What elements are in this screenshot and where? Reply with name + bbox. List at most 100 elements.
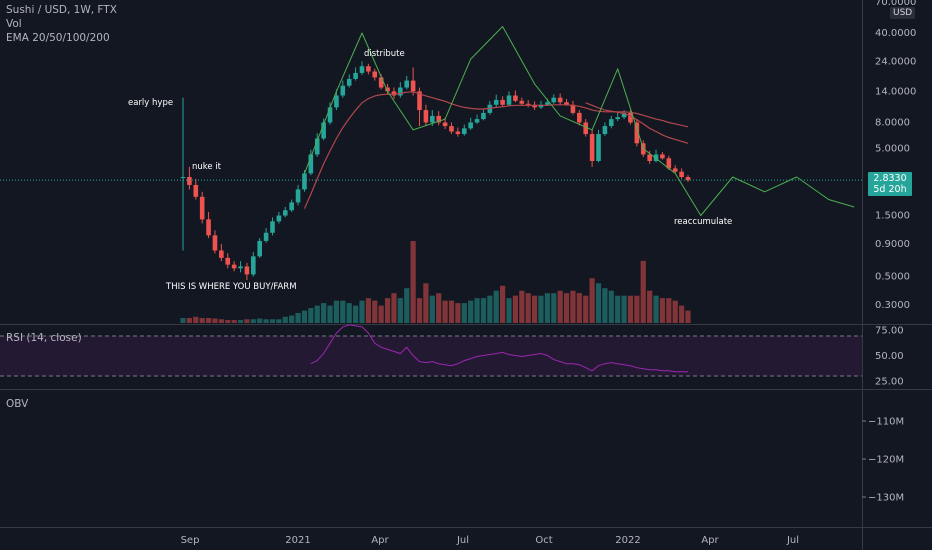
volume-bar [506, 298, 512, 323]
volume-bar [333, 300, 340, 323]
volume-bar [570, 290, 576, 323]
obv-tick-label: −130M [868, 493, 904, 504]
price-tick-label: 5.0000 [875, 144, 910, 155]
candle-body [206, 219, 211, 236]
rsi-line [310, 324, 688, 373]
candle-body [231, 264, 237, 269]
volume-bar [448, 300, 455, 323]
volume-bar [257, 318, 263, 323]
volume-bar [679, 305, 685, 323]
candle-body [378, 77, 384, 88]
candle-body [321, 122, 326, 139]
candle-body [282, 210, 288, 216]
candle-body [557, 97, 563, 103]
candle-body [577, 112, 582, 123]
candle-body [302, 173, 307, 190]
candle-body [564, 102, 569, 105]
volume-bar [615, 295, 621, 323]
volume-bar [346, 303, 352, 323]
candle-body [647, 154, 652, 162]
volume-bar [269, 319, 276, 323]
candle-body [442, 122, 448, 127]
candle-body [493, 99, 499, 105]
candle-body [679, 171, 684, 177]
candle-body [615, 117, 620, 120]
volume-bar [455, 303, 461, 323]
rsi-tick-label: 25.00 [875, 377, 904, 388]
volume-bar [474, 298, 480, 323]
volume-bar [551, 293, 557, 323]
volume-bar [640, 260, 646, 323]
candle-body [583, 122, 589, 135]
volume-bar [308, 308, 314, 323]
price-tick-label: 40.0000 [875, 28, 916, 39]
annotation-reaccumulate: reaccumulate [674, 217, 733, 227]
candle-body [327, 107, 333, 123]
candle-body [251, 256, 256, 275]
candle-body [500, 99, 505, 105]
ema-line [303, 91, 689, 209]
volume-bar [180, 318, 186, 323]
volume-bar [423, 283, 429, 323]
volume-bar [359, 300, 365, 323]
candle-body [334, 95, 339, 108]
ema-legend: EMA 20/50/100/200 [6, 32, 110, 44]
last-price-tag: 2.8330 5d 20h [868, 172, 912, 196]
candle-body [666, 158, 672, 169]
volume-bar [672, 300, 678, 323]
candle-body [570, 104, 576, 113]
candle-body [436, 115, 441, 123]
volume-bar [410, 241, 416, 323]
volume-bar [193, 316, 199, 323]
candle-body [257, 240, 263, 257]
volume-bar [621, 295, 627, 323]
time-axis-label: Jul [456, 535, 469, 546]
candle-body [685, 176, 691, 181]
volume-bar [493, 290, 499, 323]
price-tick-label: 70.0000 [875, 0, 916, 8]
volume-bar [314, 305, 320, 323]
candle-body [506, 95, 512, 105]
candle-body [634, 122, 640, 144]
volume-bar [384, 298, 391, 323]
candle-body [372, 71, 378, 78]
volume-bar [205, 318, 212, 323]
candle-body [660, 154, 665, 159]
volume-bar [199, 318, 205, 323]
volume-bar [340, 300, 346, 323]
candle-body [199, 196, 205, 220]
candle-body [589, 134, 595, 162]
price-tick-label: 24.0000 [875, 56, 916, 67]
candle-body [525, 103, 531, 105]
currency-badge[interactable]: USD [890, 7, 916, 19]
candle-body [263, 232, 269, 241]
candle-body [219, 250, 224, 258]
volume-bar [378, 305, 384, 323]
bar-countdown: 5d 20h [873, 184, 907, 195]
candle-body [353, 72, 358, 79]
ema-line [585, 102, 689, 144]
volume-bar [589, 278, 595, 323]
volume-legend: Vol [6, 18, 22, 30]
candle-body [545, 102, 550, 105]
candle-body [340, 85, 346, 96]
volume-bar [685, 310, 691, 323]
volume-bar [519, 290, 525, 323]
candle-body [295, 189, 301, 203]
projection-line [304, 26, 855, 216]
candle-body [391, 91, 397, 96]
candle-body [596, 134, 601, 162]
volume-bar [391, 293, 397, 323]
volume-bar [352, 305, 359, 323]
obv-legend: OBV [6, 398, 29, 410]
candle-body [308, 154, 314, 174]
volume-bar [608, 290, 614, 323]
volume-bar [295, 313, 301, 323]
volume-bar [666, 298, 672, 323]
volume-bar [212, 318, 218, 323]
volume-bar [365, 298, 371, 323]
volume-bar [404, 288, 410, 323]
candle-body [359, 66, 365, 73]
